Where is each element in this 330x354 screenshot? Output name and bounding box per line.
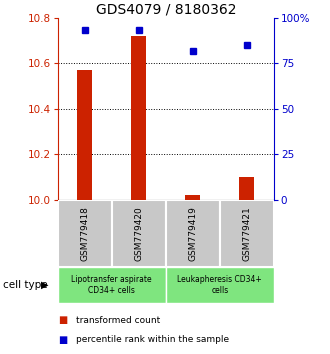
Text: GSM779421: GSM779421 <box>242 206 251 261</box>
Text: cell type: cell type <box>3 280 48 290</box>
Title: GDS4079 / 8180362: GDS4079 / 8180362 <box>96 2 236 17</box>
Bar <box>58 267 166 303</box>
Bar <box>166 267 274 303</box>
Text: ▶: ▶ <box>41 280 48 290</box>
Text: Lipotransfer aspirate
CD34+ cells: Lipotransfer aspirate CD34+ cells <box>72 275 152 295</box>
Text: ■: ■ <box>58 335 67 345</box>
Bar <box>239 177 254 200</box>
Bar <box>58 200 112 267</box>
Text: Leukapheresis CD34+
cells: Leukapheresis CD34+ cells <box>178 275 262 295</box>
Bar <box>131 36 147 200</box>
Text: percentile rank within the sample: percentile rank within the sample <box>76 335 229 344</box>
Text: ■: ■ <box>58 315 67 325</box>
Bar <box>112 200 166 267</box>
Text: GSM779420: GSM779420 <box>134 206 143 261</box>
Bar <box>185 195 200 200</box>
Bar <box>77 70 92 200</box>
Text: GSM779418: GSM779418 <box>80 206 89 261</box>
Text: GSM779419: GSM779419 <box>188 206 197 261</box>
Bar <box>220 200 274 267</box>
Text: transformed count: transformed count <box>76 316 160 325</box>
Bar <box>166 200 220 267</box>
